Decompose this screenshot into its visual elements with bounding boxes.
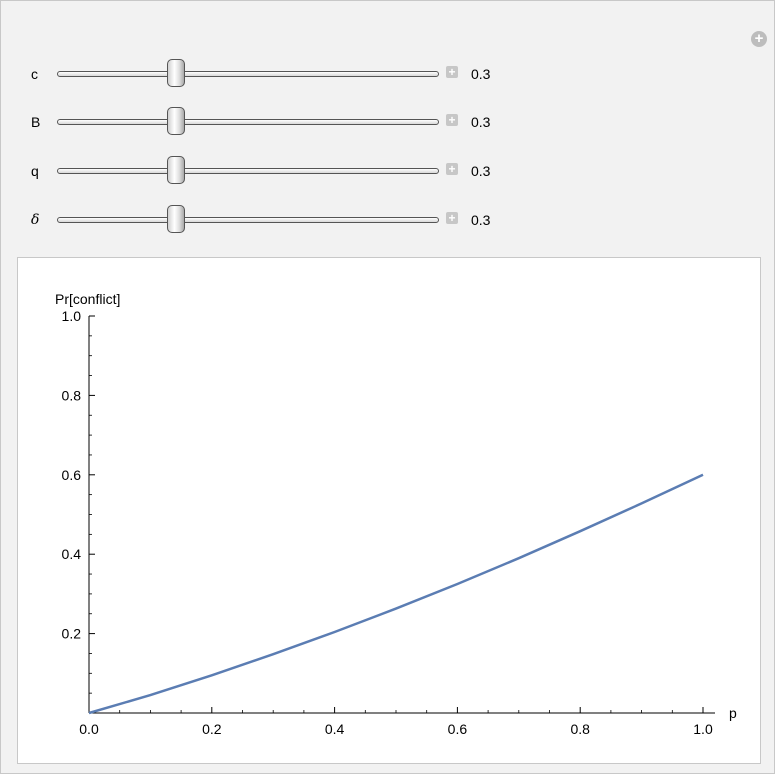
slider-thumb-B[interactable] bbox=[167, 107, 185, 135]
slider-track-q[interactable] bbox=[57, 168, 439, 174]
expand-plus-icon[interactable]: + bbox=[446, 212, 458, 224]
expand-plus-icon[interactable]: + bbox=[446, 66, 458, 78]
y-tick-label: 0.2 bbox=[62, 626, 82, 642]
x-tick-label: 0.6 bbox=[448, 721, 468, 737]
slider-thumb-q[interactable] bbox=[167, 156, 185, 184]
y-axis-label: Pr[conflict] bbox=[55, 291, 120, 307]
slider-track-delta[interactable] bbox=[57, 217, 439, 223]
slider-row-B: B + 0.3 bbox=[1, 107, 601, 137]
slider-thumb-delta[interactable] bbox=[167, 205, 185, 233]
expand-plus-icon[interactable]: + bbox=[446, 114, 458, 126]
x-tick-label: 0.2 bbox=[202, 721, 222, 737]
slider-value-c: 0.3 bbox=[471, 66, 491, 82]
series-line bbox=[88, 473, 704, 715]
x-tick-label: 0.8 bbox=[570, 721, 590, 737]
add-plus-icon[interactable]: + bbox=[751, 31, 767, 47]
slider-label-q: q bbox=[31, 163, 39, 179]
y-tick-label: 0.8 bbox=[62, 387, 82, 403]
slider-row-q: q + 0.3 bbox=[1, 156, 601, 186]
x-tick-label: 1.0 bbox=[693, 721, 713, 737]
expand-plus-icon[interactable]: + bbox=[446, 163, 458, 175]
x-axis-label: p bbox=[729, 705, 737, 721]
x-tick-label: 0.4 bbox=[325, 721, 345, 737]
x-tick-label: 0.0 bbox=[79, 721, 99, 737]
slider-label-delta: δ bbox=[31, 212, 40, 228]
slider-label-B: B bbox=[31, 114, 41, 130]
slider-label-c: c bbox=[31, 66, 38, 82]
y-tick-label: 0.6 bbox=[62, 467, 82, 483]
line-chart: 0.0 0.2 0.4 0.6 0.8 1.0 0.2 0.4 0.6 0.8 1.0 p Pr[con… bbox=[55, 291, 737, 737]
slider-value-delta: 0.3 bbox=[471, 212, 491, 228]
slider-track-B[interactable] bbox=[57, 119, 439, 125]
slider-value-B: 0.3 bbox=[471, 114, 491, 130]
slider-thumb-c[interactable] bbox=[167, 59, 185, 87]
slider-value-q: 0.3 bbox=[471, 163, 491, 179]
y-tick-label: 1.0 bbox=[62, 308, 82, 324]
plot-panel: 0.0 0.2 0.4 0.6 0.8 1.0 0.2 0.4 0.6 0.8 1.0 p Pr[con… bbox=[17, 257, 761, 764]
slider-track-c[interactable] bbox=[57, 71, 439, 77]
slider-row-delta: δ + 0.3 bbox=[1, 205, 601, 235]
slider-row-c: c + 0.3 bbox=[1, 59, 601, 89]
y-tick-label: 0.4 bbox=[62, 546, 82, 562]
